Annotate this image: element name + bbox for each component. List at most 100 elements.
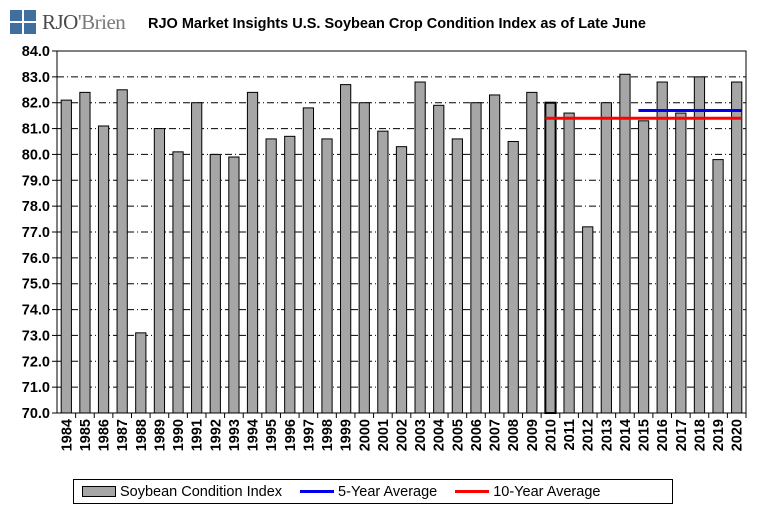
bar-1986: [97, 125, 110, 414]
x-tick-label: 2009: [525, 419, 541, 451]
y-tick-label: 80.0: [22, 147, 50, 163]
bar-2011: [563, 112, 575, 414]
x-tick-label: 2017: [674, 419, 690, 451]
y-tick-label: 83.0: [22, 70, 50, 86]
x-tick-label: 1990: [171, 419, 187, 451]
bar-2019: [712, 159, 724, 414]
bar-1995: [265, 138, 277, 414]
x-tick-labels: 1984 1985 1986 1987 1988 1989 1990 1991 1992 1993…: [59, 419, 745, 451]
bar-2008: [507, 141, 519, 414]
bar-2014: [619, 73, 631, 414]
x-tick-label: 1986: [97, 419, 113, 451]
bar-1999: [340, 84, 352, 414]
legend-label-5yr: 5-Year Average: [338, 483, 438, 500]
legend-item-10yr: 10-Year Average: [455, 484, 600, 500]
x-tick-label: 2003: [413, 419, 429, 451]
y-tick-label: 70.0: [22, 406, 50, 422]
x-tick-label: 2016: [655, 419, 671, 451]
bar-chart: 70.0 71.0 72.0 73.0 74.0 75.0 76.0 77.0 78.0 79.0…: [22, 44, 747, 451]
x-tick-label: 1991: [190, 419, 206, 451]
y-tick-label: 73.0: [22, 328, 50, 344]
bar-1992: [209, 153, 221, 414]
bar-2006: [470, 102, 482, 414]
x-tick-label: 2008: [506, 419, 522, 451]
bar-1990: [172, 151, 184, 414]
legend-item-index: Soybean Condition Index: [82, 484, 282, 500]
x-tick-label: 2013: [599, 419, 615, 451]
y-tick-label: 71.0: [22, 380, 50, 396]
x-tick-label: 2015: [637, 419, 653, 451]
x-tick-label: 1988: [134, 419, 150, 451]
legend-item-5yr: 5-Year Average: [300, 484, 437, 500]
bar-2001: [377, 130, 389, 414]
x-tick-label: 1997: [301, 419, 317, 451]
bar-1997: [302, 107, 315, 414]
bar-2004: [433, 104, 445, 414]
x-tick-label: 1996: [283, 419, 299, 451]
x-tick-label: 1987: [115, 419, 131, 451]
x-tick-label: 1992: [208, 419, 224, 451]
x-tick-label: 2010: [543, 419, 559, 451]
average-lines: [545, 108, 742, 120]
x-tick-label: 2018: [692, 419, 708, 451]
y-tick-label: 72.0: [22, 354, 50, 370]
y-tick-label: 75.0: [22, 277, 50, 293]
bar-2012: [582, 226, 594, 414]
bar-1988: [135, 332, 147, 414]
x-tick-label: 1994: [246, 419, 262, 451]
axes: [52, 50, 747, 418]
rjobrien-logo: RJO'Brien: [8, 8, 132, 38]
bar-2010: [544, 101, 557, 414]
bar-2016: [656, 81, 668, 414]
legend-label-10yr: 10-Year Average: [493, 483, 601, 500]
logo-mark-icon: [10, 10, 36, 34]
y-tick-labels: 70.0 71.0 72.0 73.0 74.0 75.0 76.0 77.0 78.0 79.0…: [22, 44, 50, 422]
x-tick-label: 2000: [357, 419, 373, 451]
bar-2020: [731, 81, 743, 414]
x-tick-label: 2020: [730, 419, 746, 451]
x-tick-label: 2001: [376, 419, 392, 451]
y-tick-label: 81.0: [22, 122, 50, 138]
bar-1987: [116, 89, 128, 414]
legend-swatch-5yr: [300, 490, 335, 493]
bar-1984: [60, 99, 72, 414]
x-tick-label: 2006: [469, 419, 485, 451]
logo-wordmark: RJO'Brien: [42, 10, 126, 34]
x-tick-label: 2019: [711, 419, 727, 451]
bar-2007: [488, 94, 501, 414]
x-tick-label: 1989: [152, 419, 168, 451]
y-tick-label: 79.0: [22, 173, 50, 189]
legend-swatch-10yr: [455, 490, 490, 493]
bar-2015: [637, 120, 650, 414]
legend-swatch-index: [82, 486, 116, 497]
bar-1994: [246, 91, 259, 414]
chart-title: RJO Market Insights U.S. Soybean Crop Co…: [148, 16, 646, 32]
x-tick-label: 1998: [320, 419, 336, 451]
bar-2009: [526, 91, 538, 414]
bar-2000: [358, 102, 370, 414]
bar-1985: [79, 91, 91, 414]
bar-2003: [414, 81, 426, 414]
x-tick-label: 2007: [488, 419, 504, 451]
bar-1989: [153, 128, 166, 414]
bar-2013: [600, 102, 612, 414]
x-tick-label: 2014: [618, 419, 634, 451]
y-tick-label: 82.0: [22, 96, 50, 112]
x-tick-label: 2002: [395, 419, 411, 451]
y-tick-label: 78.0: [22, 199, 50, 215]
bar-1993: [228, 156, 240, 414]
chart-legend: Soybean Condition Index 5-Year Average 1…: [73, 479, 673, 504]
x-tick-label: 2011: [562, 419, 578, 450]
bar-1998: [321, 138, 333, 414]
plot-area-border: [56, 50, 747, 414]
x-tick-label: 1995: [264, 419, 280, 451]
x-tick-label: 2004: [432, 419, 448, 451]
bar-2017: [675, 112, 687, 414]
legend-label-index: Soybean Condition Index: [120, 483, 283, 500]
bar-1991: [191, 102, 203, 414]
y-tick-label: 84.0: [22, 44, 50, 60]
bar-2018: [693, 76, 706, 414]
x-tick-label: 2012: [581, 419, 597, 451]
x-tick-label: 1985: [78, 419, 94, 451]
bar-2005: [451, 138, 463, 414]
